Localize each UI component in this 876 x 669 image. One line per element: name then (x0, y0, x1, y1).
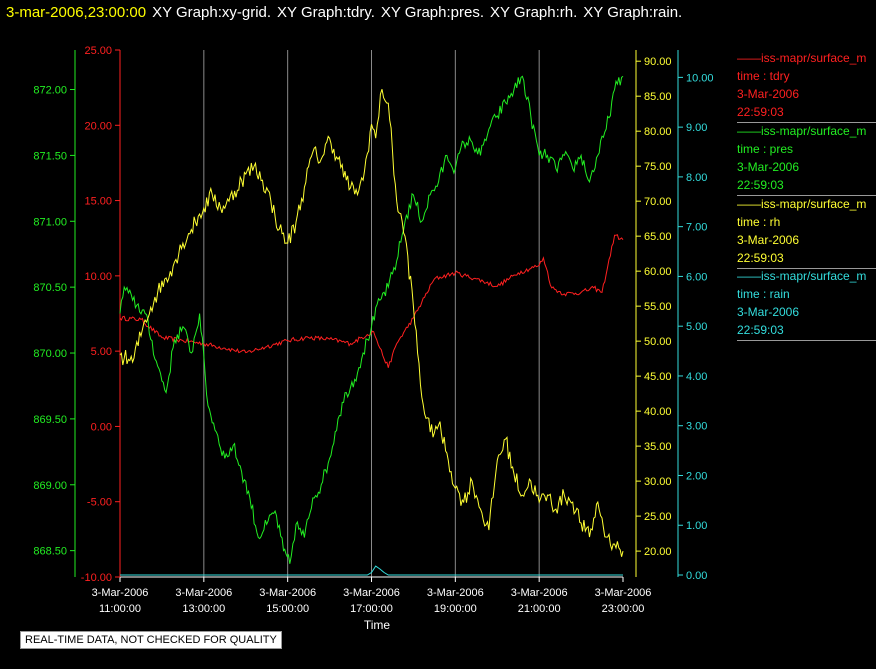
header-title-tdry: XY Graph:tdry. (277, 4, 375, 21)
x-tick-label-date: 3-Mar-2006 (427, 587, 484, 599)
legend-date: 3-Mar-2006 (737, 160, 800, 174)
y-tick-label-tdry: -10.00 (81, 572, 112, 584)
y-tick-label-rh: 30.00 (644, 476, 672, 488)
legend-date: 3-Mar-2006 (737, 87, 800, 101)
header-title-rh: XY Graph:rh. (490, 4, 578, 21)
y-tick-label-rh: 75.00 (644, 161, 672, 173)
y-tick-label-rh: 60.00 (644, 266, 672, 278)
legend-entry-rain: ——iss-mapr/surface_m time : rain 3-Mar-2… (737, 267, 876, 341)
y-tick-label-rh: 50.00 (644, 336, 672, 348)
x-tick-label-date: 3-Mar-2006 (259, 587, 316, 599)
y-tick-label-rh: 45.00 (644, 371, 672, 383)
legend-date: 3-Mar-2006 (737, 305, 800, 319)
legend-source: ——iss-mapr/surface_m (737, 197, 867, 211)
legend-label: time : rain (737, 287, 790, 301)
y-tick-label-tdry: 10.00 (84, 271, 112, 283)
y-tick-label-rh: 25.00 (644, 511, 672, 523)
legend-label: time : tdry (737, 69, 790, 83)
x-tick-label-date: 3-Mar-2006 (92, 587, 149, 599)
y-tick-label-rh: 35.00 (644, 441, 672, 453)
y-tick-label-pres: 868.50 (33, 546, 67, 558)
x-tick-label-date: 3-Mar-2006 (511, 587, 568, 599)
y-tick-label-rain: 4.00 (686, 371, 707, 383)
legend-time: 22:59:03 (737, 323, 784, 337)
y-tick-label-pres: 870.50 (33, 282, 67, 294)
x-tick-label-date: 3-Mar-2006 (343, 587, 400, 599)
header-title-rain: XY Graph:rain. (583, 4, 683, 21)
y-tick-label-rain: 2.00 (686, 470, 707, 482)
x-tick-label-time: 17:00:00 (350, 603, 393, 615)
y-tick-label-rain: 3.00 (686, 421, 707, 433)
x-tick-label-date: 3-Mar-2006 (595, 587, 652, 599)
legend-date: 3-Mar-2006 (737, 233, 800, 247)
y-tick-label-rain: 10.00 (686, 72, 714, 84)
y-tick-label-rain: 7.00 (686, 222, 707, 234)
y-tick-label-pres: 872.00 (33, 85, 67, 97)
y-tick-label-pres: 869.00 (33, 480, 67, 492)
y-tick-label-tdry: 20.00 (84, 120, 112, 132)
legend-label: time : rh (737, 215, 781, 229)
series-line-pres (119, 75, 624, 564)
y-tick-label-rain: 5.00 (686, 321, 707, 333)
series-line-tdry (119, 234, 624, 368)
y-tick-label-pres: 871.50 (33, 150, 67, 162)
header-bar: 3-mar-2006,23:00:00 XY Graph:xy-grid. XY G… (6, 4, 682, 21)
y-tick-label-tdry: -5.00 (87, 497, 112, 509)
y-tick-label-rain: 0.00 (686, 570, 707, 582)
x-tick-label-date: 3-Mar-2006 (175, 587, 232, 599)
legend-time: 22:59:03 (737, 251, 784, 265)
x-tick-label-time: 11:00:00 (99, 603, 141, 615)
chart-axes: 868.50 869.00 869.50 870.00 870.50 871.00 871.… (33, 45, 713, 584)
legend-label: time : pres (737, 142, 794, 156)
x-tick-label-time: 13:00:00 (182, 603, 225, 615)
y-tick-label-pres: 871.00 (33, 216, 67, 228)
legend-entry-tdry: ——iss-mapr/surface_m time : tdry 3-Mar-2… (737, 49, 876, 123)
header-title-pres: XY Graph:pres. (380, 4, 484, 21)
legend-entry-pres: ——iss-mapr/surface_m time : pres 3-Mar-2… (737, 122, 876, 196)
x-tick-label-time: 23:00:00 (602, 603, 645, 615)
y-tick-label-rh: 55.00 (644, 301, 672, 313)
series-line-rh (119, 89, 624, 557)
x-tick-label-time: 21:00:00 (518, 603, 561, 615)
x-tick-labels: 3-Mar-2006 11:00:00 3-Mar-2006 13:00:00 3-Ma… (92, 587, 652, 615)
y-tick-label-pres: 869.50 (33, 414, 67, 426)
header-title-xy-grid: XY Graph:xy-grid. (152, 4, 272, 21)
chart-grid (203, 50, 540, 577)
legend-source: ——iss-mapr/surface_m (737, 269, 867, 283)
y-tick-label-rh: 40.00 (644, 406, 672, 418)
x-tick-label-time: 19:00:00 (434, 603, 477, 615)
legend-source: ——iss-mapr/surface_m (737, 51, 867, 65)
y-tick-label-rh: 80.00 (644, 126, 672, 138)
y-tick-label-tdry: 25.00 (84, 45, 112, 57)
legend-separator (737, 340, 876, 341)
legend-source: ——iss-mapr/surface_m (737, 124, 867, 138)
y-tick-label-rh: 85.00 (644, 91, 672, 103)
x-axis-label: Time (364, 618, 391, 632)
y-tick-label-tdry: 0.00 (91, 421, 112, 433)
y-tick-label-rain: 1.00 (686, 520, 707, 532)
legend-separator (737, 268, 876, 269)
y-tick-label-rain: 9.00 (686, 122, 707, 134)
data-quality-note: REAL-TIME DATA, NOT CHECKED FOR QUALITY (20, 631, 282, 649)
y-tick-label-rain: 6.00 (686, 271, 707, 283)
legend-entry-rh: ——iss-mapr/surface_m time : rh 3-Mar-200… (737, 195, 876, 269)
y-tick-label-tdry: 5.00 (91, 346, 112, 358)
x-tick-label-time: 15:00:00 (266, 603, 309, 615)
y-tick-label-rh: 20.00 (644, 546, 672, 558)
header-timestamp: 3-mar-2006,23:00:00 (6, 4, 147, 21)
y-tick-label-rh: 65.00 (644, 231, 672, 243)
chart-series (119, 75, 624, 576)
legend-time: 22:59:03 (737, 178, 784, 192)
y-tick-label-rain: 8.00 (686, 172, 707, 184)
legend-separator (737, 195, 876, 196)
y-tick-label-pres: 870.00 (33, 348, 67, 360)
series-line-rain (120, 565, 623, 576)
legend-separator (737, 122, 876, 123)
y-tick-label-tdry: 15.00 (84, 196, 112, 208)
y-tick-label-rh: 90.00 (644, 56, 672, 68)
legend-time: 22:59:03 (737, 105, 784, 119)
y-tick-label-rh: 70.00 (644, 196, 672, 208)
